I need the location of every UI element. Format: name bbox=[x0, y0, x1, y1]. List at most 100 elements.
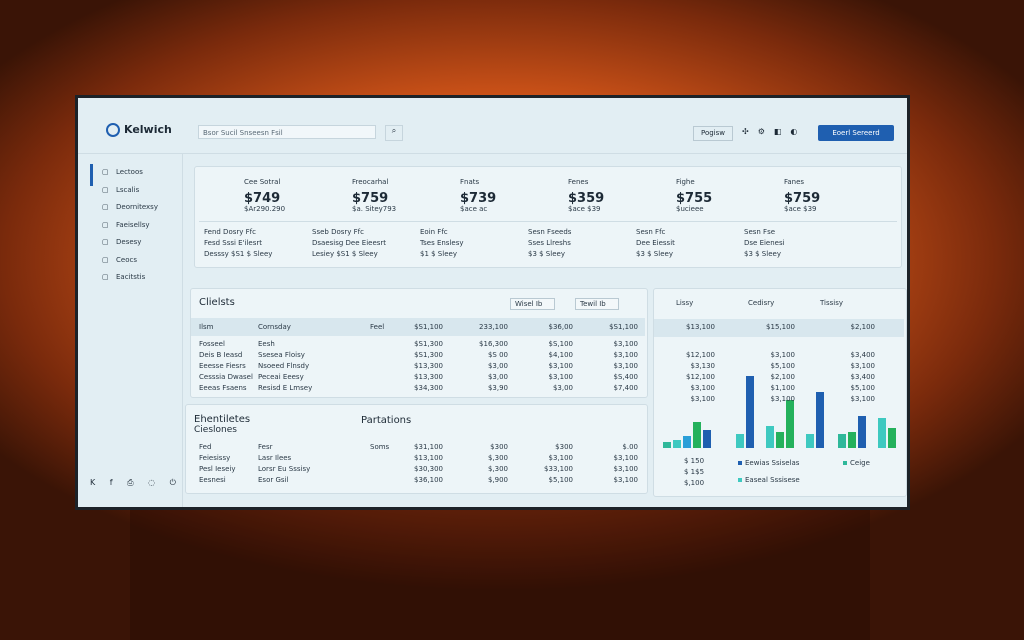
nav-icon: ▢ bbox=[102, 203, 109, 211]
bottom-cell: Pesl Ieseiy bbox=[199, 465, 236, 473]
bottom-header: $300 bbox=[555, 443, 573, 451]
legend-swatch bbox=[738, 461, 742, 465]
bottom-cell: $13,100 bbox=[414, 454, 443, 462]
kpi-value: $759 bbox=[352, 191, 389, 206]
kpi-value: $749 bbox=[244, 191, 281, 206]
side-note: $,100 bbox=[684, 479, 705, 487]
table-header: Feel bbox=[370, 323, 385, 331]
nav-icon: ▢ bbox=[102, 255, 109, 264]
bottom-cell: $33,100 bbox=[544, 465, 573, 473]
kpi-panel bbox=[194, 166, 902, 268]
bottom-cell: $30,300 bbox=[414, 465, 443, 473]
table-header: Cornsday bbox=[258, 323, 291, 331]
side-cell: $3,100 bbox=[850, 395, 876, 403]
kpi-sub: $ucieee bbox=[676, 205, 704, 213]
filter[interactable]: Tewil Ib bbox=[575, 298, 619, 310]
side-cell: $15,100 bbox=[766, 323, 795, 331]
search[interactable]: Bsor Sucil Snseesn Fsil bbox=[198, 125, 376, 139]
nav-item[interactable]: Eacitstis bbox=[116, 273, 146, 281]
bottom-cell: $,300 bbox=[487, 465, 508, 473]
nav-icon: ▢ bbox=[102, 220, 109, 229]
side-cell: $12,100 bbox=[686, 373, 715, 381]
nav-item[interactable]: Faeisellsy bbox=[116, 220, 150, 229]
bottom-cell: $,900 bbox=[487, 476, 508, 484]
table-header-bg bbox=[191, 318, 645, 336]
secondary-button[interactable]: Pogisw bbox=[693, 126, 733, 141]
kpi-label: Fighe bbox=[676, 178, 695, 186]
bottom-cell: Esor Gsil bbox=[258, 476, 289, 484]
table-cell: $3,100 bbox=[548, 362, 574, 370]
side-filter[interactable]: Lissy bbox=[676, 299, 694, 307]
bottom-panel bbox=[185, 404, 648, 494]
side-note: $ 1$5 bbox=[684, 468, 705, 476]
footer-icons[interactable]: K f ⎙ ◌ ⏻ bbox=[90, 478, 182, 487]
kpi-detail: Eoin Ffc bbox=[420, 228, 448, 236]
kpi-divider bbox=[199, 221, 897, 222]
kpi-detail: Desssy $S1 $ Sleey bbox=[204, 250, 273, 258]
mini-chart bbox=[663, 376, 896, 448]
kpi-detail: Dee Eiessit bbox=[636, 239, 675, 247]
nav-item[interactable]: Deornitexsy bbox=[116, 203, 158, 211]
bottom-header: Fed bbox=[199, 443, 212, 451]
nav-item[interactable]: Lscalis bbox=[116, 185, 140, 194]
legend-label: Eewias Ssiselas bbox=[745, 459, 800, 467]
side-cell: $2,100 bbox=[850, 323, 876, 331]
kpi-detail: Sesn Fse bbox=[744, 228, 776, 236]
search-button[interactable]: ⌕ bbox=[385, 125, 403, 141]
side-filter[interactable]: Cedisry bbox=[748, 299, 775, 307]
nav-icon: ▢ bbox=[102, 273, 109, 281]
table-cell: $3,100 bbox=[613, 351, 639, 359]
nav-icon: ▢ bbox=[102, 238, 109, 246]
table-panel bbox=[190, 288, 648, 398]
kpi-label: Freocarhal bbox=[352, 178, 389, 186]
kpi-value: $755 bbox=[676, 191, 713, 206]
shadow bbox=[130, 505, 870, 640]
primary-button[interactable]: Eoerl Sereerd bbox=[818, 125, 894, 141]
nav-item[interactable]: Lectoos bbox=[116, 168, 143, 176]
legend-label: Ceige bbox=[850, 459, 870, 467]
table-cell: $3,00 bbox=[552, 384, 573, 392]
nav-item[interactable]: Ceocs bbox=[116, 255, 137, 264]
bottom-subtitle: Cieslones bbox=[194, 425, 237, 435]
side-cell: $3,100 bbox=[690, 395, 716, 403]
side-filter[interactable]: Tissisy bbox=[820, 299, 844, 307]
kpi-detail: Fend Dosry Ffc bbox=[204, 228, 256, 236]
kpi-detail: Sseb Dosry Ffc bbox=[312, 228, 364, 236]
table-cell: $S 00 bbox=[487, 351, 508, 359]
side-cell: $1,100 bbox=[770, 384, 796, 392]
table-title: Clielsts bbox=[199, 297, 235, 308]
bottom-cell: Lasr Ilees bbox=[258, 454, 292, 462]
side-cell: $3,100 bbox=[850, 362, 876, 370]
table-cell: $S1,300 bbox=[414, 340, 443, 348]
side-cell: $3,130 bbox=[690, 362, 716, 370]
brand: Kelwich bbox=[124, 123, 172, 136]
legend-label: Easeal Sssisese bbox=[745, 476, 800, 484]
table-cell: Eesh bbox=[258, 340, 275, 348]
divider bbox=[78, 153, 907, 154]
nav-item[interactable]: Desesy bbox=[116, 238, 142, 246]
kpi-label: Fenes bbox=[568, 178, 589, 186]
filter[interactable]: Wisel Ib bbox=[510, 298, 556, 310]
side-note: $ 150 bbox=[684, 457, 705, 465]
logo bbox=[106, 123, 120, 137]
table-cell: Nsoeed Flnsdy bbox=[258, 362, 310, 370]
table-header: $S1,100 bbox=[414, 323, 443, 331]
table-cell: Peceai Eeesy bbox=[258, 373, 304, 381]
side-cell: $12,100 bbox=[686, 351, 715, 359]
table-cell: $S,100 bbox=[548, 340, 573, 348]
bottom-header: Fesr bbox=[258, 443, 273, 451]
table-cell: Ssesea Floisy bbox=[258, 351, 305, 359]
table-cell: $3,90 bbox=[487, 384, 508, 392]
kpi-value: $359 bbox=[568, 191, 605, 206]
kpi-detail: $3 $ Sleey bbox=[636, 250, 673, 258]
kpi-detail: Sses Llreshs bbox=[528, 239, 571, 247]
kpi-sub: $ace $39 bbox=[568, 205, 601, 213]
kpi-detail: Dsaesisg Dee Eieesrt bbox=[312, 239, 387, 247]
table-cell: Eeesse Fiesrs bbox=[199, 362, 246, 370]
toolbar-icons[interactable]: ✣⚙◧◐ bbox=[742, 127, 807, 136]
side-cell: $3,100 bbox=[690, 384, 716, 392]
table-cell: $S,400 bbox=[613, 373, 638, 381]
table-cell: $S1,300 bbox=[414, 351, 443, 359]
kpi-detail: Sesn Fseeds bbox=[528, 228, 572, 236]
side-cell: $3,100 bbox=[770, 395, 796, 403]
